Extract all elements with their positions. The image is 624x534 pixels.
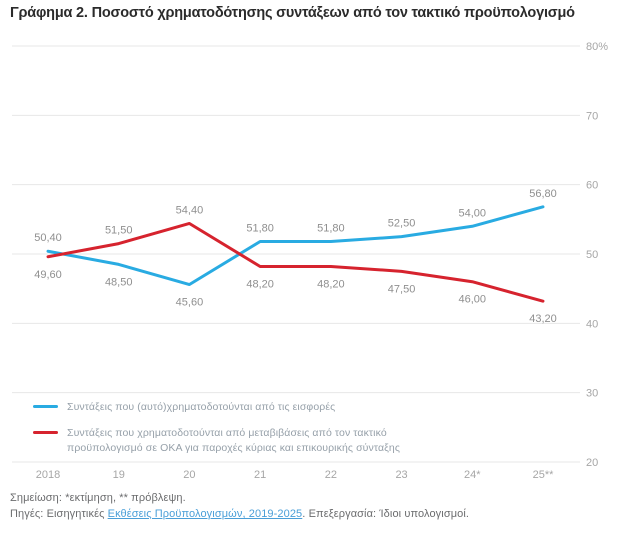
footer-sources-suffix: . Επεξεργασία: Ίδιοι υπολογισμοί. xyxy=(302,507,470,520)
data-label-contributions: 52,50 xyxy=(388,218,416,230)
data-label-contributions: 54,00 xyxy=(459,207,487,219)
y-tick-label: 80% xyxy=(586,41,608,53)
data-label-contributions: 51,80 xyxy=(317,223,345,235)
y-tick-label: 50 xyxy=(586,249,598,261)
x-tick-label: 22 xyxy=(325,469,337,481)
x-tick-label: 2018 xyxy=(36,469,60,481)
x-tick-label: 21 xyxy=(254,469,266,481)
series-line-contributions xyxy=(46,205,545,287)
legend-swatch-blue-icon xyxy=(33,405,58,408)
series-line-state-transfers xyxy=(46,221,545,303)
x-tick-label: 20 xyxy=(183,469,195,481)
data-label-state-transfers: 48,20 xyxy=(246,278,274,290)
data-label-contributions: 45,60 xyxy=(176,297,204,309)
y-tick-label: 40 xyxy=(586,318,598,330)
y-tick-label: 30 xyxy=(586,388,598,400)
footer: Σημείωση: *εκτίμηση, ** πρόβλεψη. Πηγές:… xyxy=(10,491,469,523)
data-label-state-transfers: 46,00 xyxy=(459,294,487,306)
data-label-contributions: 51,80 xyxy=(246,223,274,235)
data-label-state-transfers: 47,50 xyxy=(388,283,416,295)
y-tick-label: 20 xyxy=(586,457,598,469)
data-label-state-transfers: 54,40 xyxy=(176,204,204,216)
page-title: Γράφημα 2. Ποσοστό χρηματοδότησης συντάξ… xyxy=(10,5,575,21)
chart-legend: Συντάξεις που (αυτό)χρηματοδοτούνται από… xyxy=(33,400,400,457)
x-tick-label: 24* xyxy=(464,469,481,481)
legend-swatch-red-icon xyxy=(33,431,58,435)
data-label-contributions: 50,40 xyxy=(34,232,62,244)
data-label-contributions: 48,50 xyxy=(105,276,133,288)
data-label-state-transfers: 43,20 xyxy=(529,313,557,325)
legend-label-contributions: Συντάξεις που (αυτό)χρηματοδοτούνται από… xyxy=(67,401,336,413)
data-label-state-transfers: 48,20 xyxy=(317,278,345,290)
y-tick-label: 70 xyxy=(586,110,598,122)
footer-note: Σημείωση: *εκτίμηση, ** πρόβλεψη. xyxy=(10,492,186,504)
x-tick-label: 19 xyxy=(113,469,125,481)
data-label-state-transfers: 49,60 xyxy=(34,269,62,281)
data-label-contributions: 56,80 xyxy=(529,188,557,200)
x-tick-label: 23 xyxy=(395,469,407,481)
footer-sources: Πηγές: Εισηγητικές Εκθέσεις Προϋπολογισμ… xyxy=(10,507,469,523)
x-tick-label: 25** xyxy=(533,469,555,481)
sources-link[interactable]: Εκθέσεις Προϋπολογισμών, 2019-2025 xyxy=(107,507,303,520)
legend-item-contributions: Συντάξεις που (αυτό)χρηματοδοτούνται από… xyxy=(33,400,400,415)
y-tick-label: 60 xyxy=(586,180,598,192)
legend-item-state-transfers: Συντάξεις που χρηματοδοτούνται από μεταβ… xyxy=(33,426,400,456)
data-label-state-transfers: 51,50 xyxy=(105,225,133,237)
legend-label-state-transfers: Συντάξεις που χρηματοδοτούνται από μεταβ… xyxy=(67,427,401,455)
footer-sources-prefix: Πηγές: Εισηγητικές xyxy=(10,507,108,520)
